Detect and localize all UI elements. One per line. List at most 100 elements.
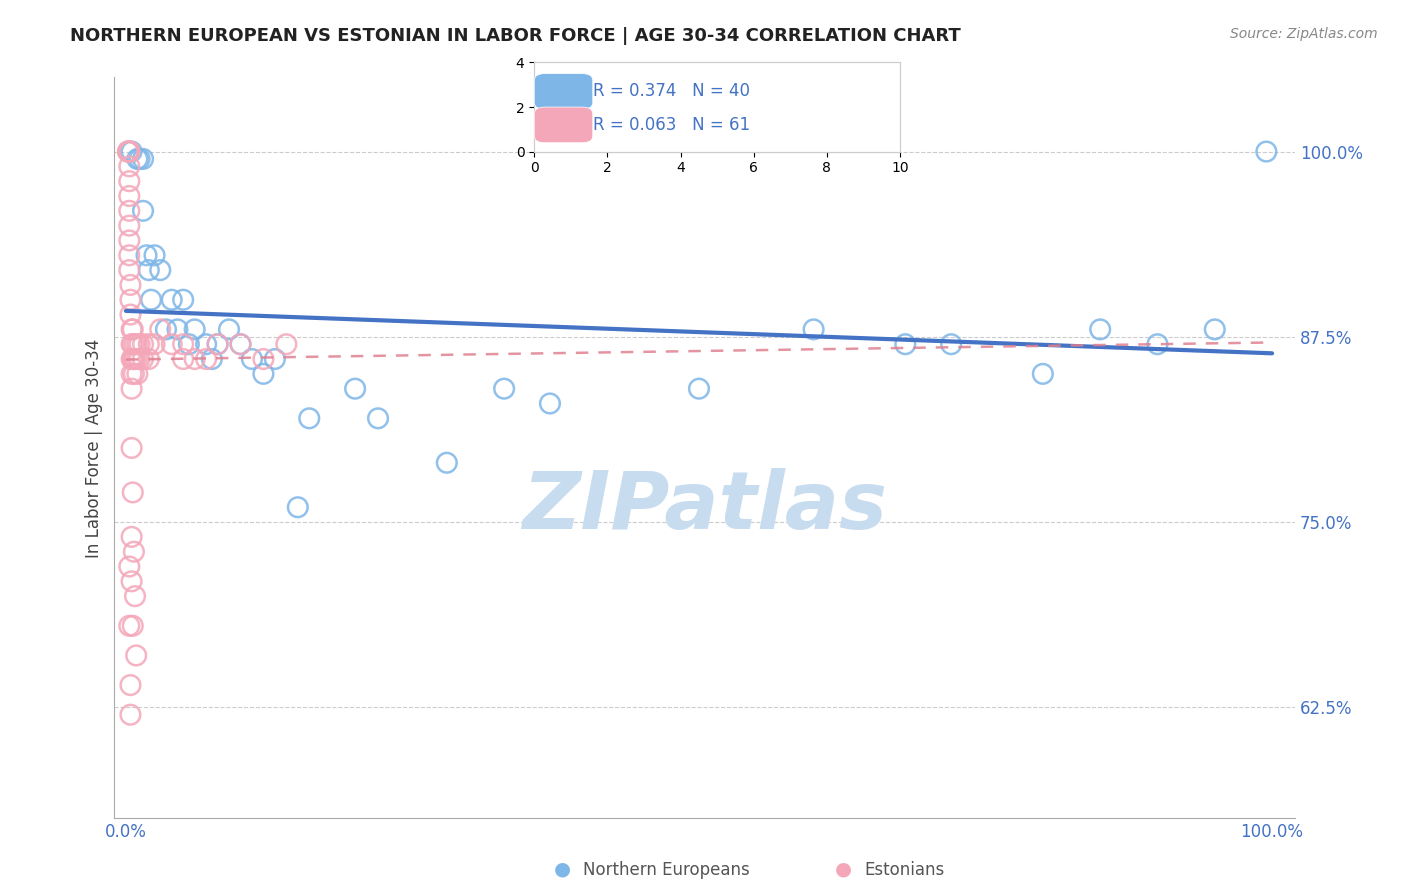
Point [121, 530, 143, 544]
Point [264, 351, 287, 366]
Point [118, 145, 141, 159]
Point [344, 382, 367, 396]
Point [149, 263, 172, 277]
Point [195, 337, 218, 351]
Point [287, 500, 309, 515]
Point [118, 160, 141, 174]
Point [118, 559, 141, 574]
Point [132, 203, 155, 218]
Point [1256, 145, 1278, 159]
Point [132, 351, 155, 366]
Point [121, 574, 143, 589]
Point [124, 337, 146, 351]
Text: Northern Europeans: Northern Europeans [583, 861, 751, 879]
Point [939, 337, 962, 351]
Text: ●: ● [835, 860, 852, 879]
Point [122, 544, 145, 558]
Point [127, 367, 149, 381]
Point [121, 351, 143, 366]
Point [127, 152, 149, 166]
Point [155, 322, 177, 336]
Point [494, 382, 516, 396]
Y-axis label: In Labor Force | Age 30-34: In Labor Force | Age 30-34 [86, 338, 103, 558]
Point [121, 337, 143, 351]
Point [229, 337, 252, 351]
Text: NORTHERN EUROPEAN VS ESTONIAN IN LABOR FORCE | AGE 30-34 CORRELATION CHART: NORTHERN EUROPEAN VS ESTONIAN IN LABOR F… [70, 27, 962, 45]
Point [139, 293, 162, 307]
Point [120, 678, 142, 692]
Point [118, 263, 141, 277]
Point [207, 337, 229, 351]
Point [138, 351, 160, 366]
Point [121, 367, 143, 381]
Text: Source: ZipAtlas.com: Source: ZipAtlas.com [1230, 27, 1378, 41]
Point [538, 396, 561, 410]
Point [118, 619, 141, 633]
Point [121, 619, 143, 633]
Text: ●: ● [554, 860, 571, 879]
Point [118, 248, 141, 262]
Point [127, 337, 149, 351]
Point [138, 263, 160, 277]
Point [118, 145, 141, 159]
Point [367, 411, 389, 425]
Point [1204, 322, 1226, 336]
Point [118, 174, 141, 188]
Point [252, 351, 274, 366]
Point [117, 145, 139, 159]
Point [118, 203, 141, 218]
Point [1146, 337, 1168, 351]
Point [118, 219, 141, 233]
Point [1088, 322, 1111, 336]
Point [183, 351, 205, 366]
Point [118, 234, 141, 248]
Point [143, 248, 166, 262]
Point [183, 322, 205, 336]
Point [121, 337, 143, 351]
Point [240, 351, 263, 366]
Point [121, 351, 143, 366]
Point [127, 351, 149, 366]
Point [1032, 367, 1054, 381]
Point [120, 293, 142, 307]
Point [218, 322, 240, 336]
Text: Estonians: Estonians [865, 861, 945, 879]
Text: R = 0.374   N = 40: R = 0.374 N = 40 [593, 82, 749, 101]
Point [121, 382, 143, 396]
Point [132, 152, 155, 166]
Point [132, 337, 155, 351]
Point [120, 277, 142, 292]
Text: ZIPatlas: ZIPatlas [522, 468, 887, 546]
Point [138, 337, 160, 351]
Point [298, 411, 321, 425]
FancyBboxPatch shape [534, 74, 593, 109]
Point [436, 456, 458, 470]
Point [160, 337, 183, 351]
Point [803, 322, 825, 336]
Point [894, 337, 917, 351]
Point [143, 337, 166, 351]
Point [120, 707, 142, 722]
Point [128, 337, 150, 351]
Point [252, 367, 274, 381]
Point [201, 351, 224, 366]
Point [124, 589, 146, 603]
Point [121, 322, 143, 336]
Point [121, 441, 143, 455]
Point [688, 382, 710, 396]
Point [128, 351, 150, 366]
Point [172, 337, 194, 351]
Point [160, 293, 183, 307]
Point [118, 189, 141, 203]
Point [172, 293, 194, 307]
Point [117, 145, 139, 159]
Point [172, 351, 194, 366]
Point [121, 145, 143, 159]
Text: R = 0.063   N = 61: R = 0.063 N = 61 [593, 116, 749, 134]
FancyBboxPatch shape [534, 107, 593, 143]
Point [121, 485, 143, 500]
Point [117, 145, 139, 159]
Point [177, 337, 200, 351]
Point [122, 351, 145, 366]
Point [125, 648, 148, 663]
